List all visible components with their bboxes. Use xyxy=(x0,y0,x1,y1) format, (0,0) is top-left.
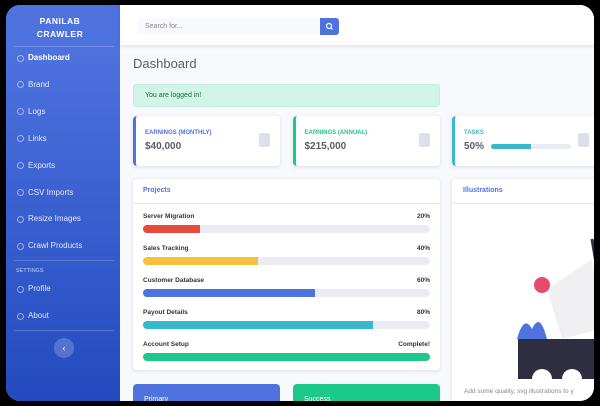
nav-item[interactable]: Crawl Products xyxy=(28,241,83,251)
project-name: Account Setup xyxy=(143,341,189,348)
nav-icon xyxy=(17,242,24,250)
project-label: 80% xyxy=(416,309,430,316)
search-icon xyxy=(325,22,333,30)
alert: You are logged in! xyxy=(133,84,440,107)
project-name: Sales Tracking xyxy=(143,245,189,252)
project-label: 40% xyxy=(416,245,430,252)
sidebar-toggle[interactable]: ‹ xyxy=(54,338,74,358)
progress-track xyxy=(143,321,430,329)
progress-track xyxy=(491,144,571,149)
progress-bar xyxy=(143,289,316,297)
divider xyxy=(133,203,440,204)
progress-track xyxy=(143,289,430,297)
nav-item[interactable]: Brand xyxy=(28,79,50,89)
illustrations-text: Add some quality, svg illustrations to y xyxy=(464,388,574,395)
stat-icon xyxy=(259,133,270,147)
nav-icon xyxy=(17,312,24,320)
stat-icon xyxy=(418,133,430,147)
progress-bar xyxy=(491,144,531,149)
divider xyxy=(452,203,594,204)
stat-label: TASKS xyxy=(464,130,484,136)
project-name: Payout Details xyxy=(143,309,188,316)
progress-track xyxy=(143,225,430,233)
nav-item[interactable]: Dashboard xyxy=(28,53,70,62)
card-title: Illustrations xyxy=(463,187,503,194)
brand-line: CRAWLER xyxy=(36,29,84,39)
progress-bar xyxy=(143,321,373,329)
progress-track xyxy=(143,353,430,361)
progress-bar xyxy=(143,257,258,265)
nav-icon xyxy=(17,189,24,196)
stat-label: EARNINGS (ANNUAL) xyxy=(304,130,368,136)
nav-icon xyxy=(17,135,24,143)
nav-icon xyxy=(17,54,24,62)
divider xyxy=(14,330,114,331)
divider xyxy=(14,260,114,261)
nav-icon xyxy=(17,215,24,223)
nav-icon xyxy=(17,108,24,116)
stat-card: EARNINGS (ANNUAL) $215,000 xyxy=(292,116,440,166)
progress-bar xyxy=(143,225,201,233)
nav-icon xyxy=(17,81,24,89)
brand-line: PANILAB xyxy=(39,16,81,26)
stat-icon xyxy=(578,133,589,147)
nav-item[interactable]: Logs xyxy=(28,106,46,116)
project-label: Complete! xyxy=(398,341,430,348)
stat-card: EARNINGS (MONTHLY) $40,000 xyxy=(133,116,280,166)
nav-item[interactable]: CSV Imports xyxy=(28,187,74,197)
nav-item[interactable]: Links xyxy=(28,133,47,143)
search-button[interactable] xyxy=(320,18,339,35)
stat-value: 50% xyxy=(464,141,485,152)
stat-label: EARNINGS (MONTHLY) xyxy=(145,130,212,136)
project-label: 20% xyxy=(416,213,430,220)
illustrations-card: Illustrations Add some quality, svg illu… xyxy=(452,179,594,401)
stat-value: $40,000 xyxy=(145,141,182,152)
nav-item[interactable]: Exports xyxy=(28,160,56,170)
nav-item[interactable]: Profile xyxy=(28,284,51,293)
project-name: Customer Database xyxy=(143,277,205,284)
progress-track xyxy=(143,257,430,265)
project-label: 60% xyxy=(416,277,430,284)
progress-bar xyxy=(143,353,430,361)
project-name: Server Migration xyxy=(143,213,195,220)
stat-card: TASKS 50% xyxy=(452,116,594,166)
topbar: Search for... xyxy=(120,5,594,45)
success-card: Success xyxy=(293,384,440,401)
primary-card: Primary xyxy=(133,384,280,401)
nav-icon xyxy=(17,285,24,293)
divider xyxy=(14,46,114,47)
settings-heading: SETTINGS xyxy=(16,268,44,274)
card-title: Projects xyxy=(143,187,171,194)
nav-item[interactable]: Resize Images xyxy=(28,214,81,224)
nav-icon xyxy=(17,162,24,170)
sidebar: PANILAB CRAWLER SETTINGS ‹ Dashboard Brand… xyxy=(6,5,120,401)
illustration xyxy=(517,238,594,379)
page-title: Dashboard xyxy=(133,56,197,71)
stat-value: $215,000 xyxy=(304,141,347,152)
search-input[interactable]: Search for... xyxy=(138,18,320,35)
projects-card: Projects xyxy=(133,179,440,370)
nav-item[interactable]: About xyxy=(28,311,49,320)
brand[interactable]: PANILAB CRAWLER xyxy=(6,15,120,41)
